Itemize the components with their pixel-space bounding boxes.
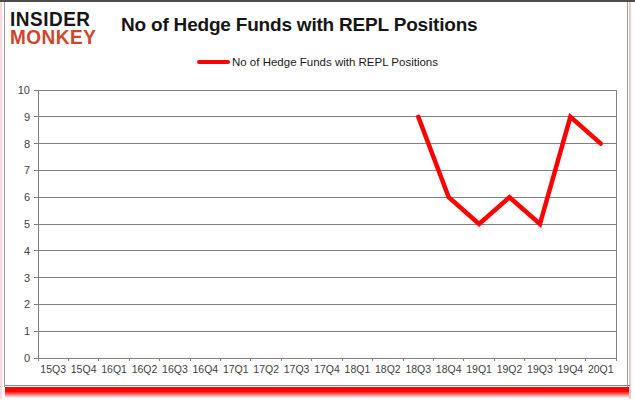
x-tick-label: 18Q2	[375, 363, 401, 375]
x-tick-label: 17Q1	[223, 363, 249, 375]
y-tick-label: 0	[24, 352, 30, 364]
x-tick-label: 15Q3	[40, 363, 66, 375]
x-tick-label: 18Q3	[405, 363, 431, 375]
y-tick-label: 9	[24, 111, 30, 123]
x-tick-label: 17Q3	[284, 363, 310, 375]
x-tick-label: 16Q3	[162, 363, 188, 375]
chart-plot-area: 0 1 2 3 4 5 6 7 8 9 10 15Q3 15Q4 16Q1 16Q2 16Q3 16Q4 17Q1…	[0, 0, 635, 405]
x-tick-label: 15Q4	[71, 363, 97, 375]
x-tick-label: 16Q2	[132, 363, 158, 375]
y-tick-label: 4	[24, 245, 30, 257]
y-tick-label: 6	[24, 191, 30, 203]
y-tick-label: 10	[18, 84, 30, 96]
x-tick-label: 19Q3	[527, 363, 553, 375]
x-tick-label: 19Q4	[558, 363, 584, 375]
frame-bottom-red-glow	[5, 387, 629, 398]
x-tick-label: 16Q1	[101, 363, 127, 375]
y-tick-label: 7	[24, 164, 30, 176]
x-tick-label: 18Q1	[345, 363, 371, 375]
chart-card: INSIDER MONKEY No of Hedge Funds with RE…	[0, 0, 635, 405]
x-tick-label: 19Q1	[466, 363, 492, 375]
y-tick-label: 3	[24, 272, 30, 284]
y-tick-label: 2	[24, 298, 30, 310]
x-tick-label: 19Q2	[497, 363, 523, 375]
frame-bottom-rule	[4, 385, 630, 386]
y-tick-label: 1	[24, 325, 30, 337]
x-tick-label: 16Q4	[192, 363, 218, 375]
x-tick-label: 20Q1	[588, 363, 614, 375]
x-tick-label: 17Q2	[253, 363, 279, 375]
x-tick-label: 17Q4	[314, 363, 340, 375]
y-tick-label: 8	[24, 138, 30, 150]
y-tick-label: 5	[24, 218, 30, 230]
x-tick-label: 18Q4	[436, 363, 462, 375]
